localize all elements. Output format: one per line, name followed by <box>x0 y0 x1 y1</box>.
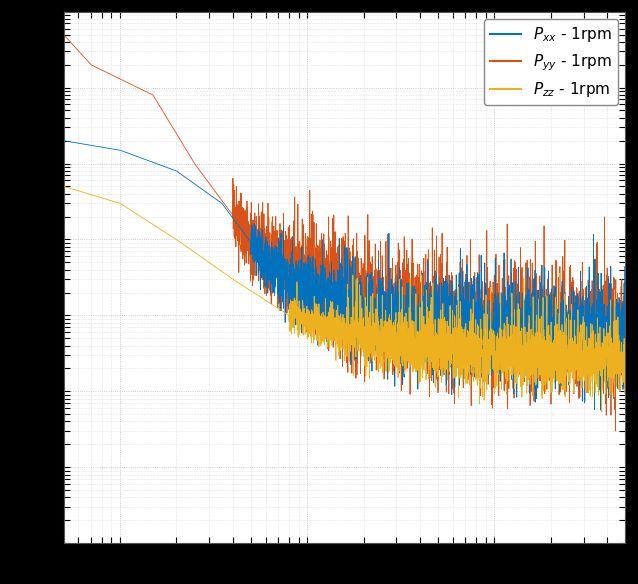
$P_{xx}$ - 1rpm <box>397 310 404 317</box>
Line: $P_{zz}$ - 1rpm: $P_{zz}$ - 1rpm <box>64 186 625 412</box>
$P_{zz}$ - 1rpm <box>162 229 170 236</box>
$P_{zz}$ - 1rpm <box>598 408 605 415</box>
$P_{xx}$ - 1rpm <box>425 315 433 322</box>
$P_{xx}$ - 1rpm <box>597 406 604 413</box>
$P_{xx}$ - 1rpm <box>274 242 282 249</box>
$P_{zz}$ - 1rpm <box>274 305 282 312</box>
$P_{zz}$ - 1rpm <box>425 353 433 360</box>
$P_{yy}$ - 1rpm <box>612 427 619 434</box>
$P_{yy}$ - 1rpm <box>162 113 170 120</box>
$P_{zz}$ - 1rpm <box>522 347 530 354</box>
$P_{zz}$ - 1rpm <box>621 354 629 361</box>
$P_{xx}$ - 1rpm <box>479 307 487 314</box>
Line: $P_{xx}$ - 1rpm: $P_{xx}$ - 1rpm <box>64 141 625 410</box>
$P_{zz}$ - 1rpm <box>479 365 487 372</box>
$P_{xx}$ - 1rpm <box>162 164 170 171</box>
Legend: $P_{xx}$ - 1rpm, $P_{yy}$ - 1rpm, $P_{zz}$ - 1rpm: $P_{xx}$ - 1rpm, $P_{yy}$ - 1rpm, $P_{zz… <box>484 19 618 106</box>
$P_{yy}$ - 1rpm <box>621 308 629 315</box>
Line: $P_{yy}$ - 1rpm: $P_{yy}$ - 1rpm <box>64 34 625 431</box>
$P_{zz}$ - 1rpm <box>397 347 404 354</box>
$P_{xx}$ - 1rpm <box>60 137 68 144</box>
$P_{yy}$ - 1rpm <box>397 284 404 291</box>
$P_{yy}$ - 1rpm <box>60 31 68 38</box>
$P_{xx}$ - 1rpm <box>621 354 629 361</box>
$P_{yy}$ - 1rpm <box>522 331 530 338</box>
$P_{yy}$ - 1rpm <box>425 322 433 329</box>
$P_{yy}$ - 1rpm <box>274 264 282 271</box>
$P_{zz}$ - 1rpm <box>60 183 68 190</box>
$P_{xx}$ - 1rpm <box>522 303 530 310</box>
$P_{yy}$ - 1rpm <box>479 316 487 323</box>
